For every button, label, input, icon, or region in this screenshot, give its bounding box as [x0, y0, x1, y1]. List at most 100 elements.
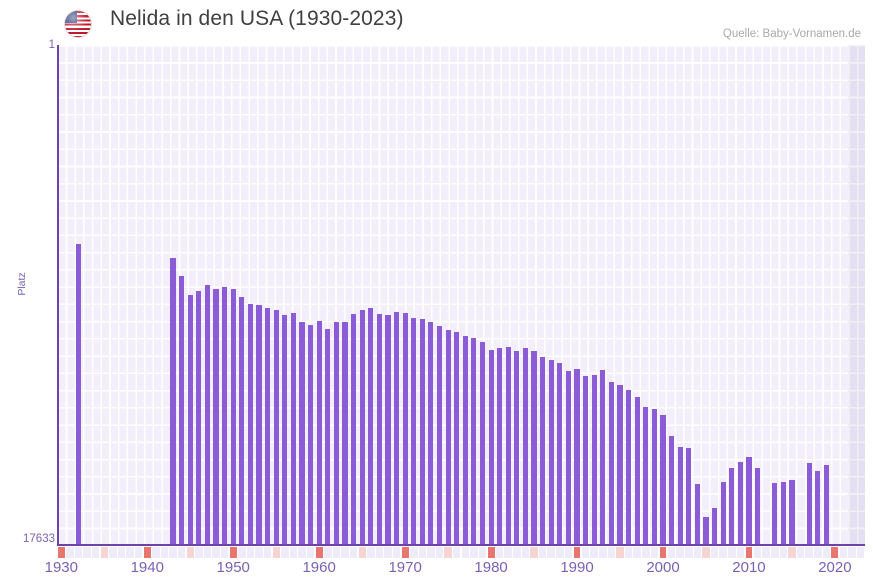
chart-bars [57, 45, 865, 545]
bar-1952[interactable] [247, 304, 253, 545]
bar-1974[interactable] [436, 325, 443, 545]
bar-1980[interactable] [488, 350, 494, 545]
bar-1995[interactable] [617, 384, 623, 545]
bar-2003[interactable] [686, 447, 692, 545]
bar-1999[interactable] [651, 409, 657, 545]
bar-1983[interactable] [514, 350, 520, 545]
bar-1990[interactable] [574, 369, 580, 545]
bar-1992[interactable] [591, 375, 597, 545]
bar-1944[interactable] [179, 276, 185, 545]
bar-2005[interactable] [703, 516, 709, 545]
bar-1963[interactable] [342, 322, 348, 545]
bar-1943[interactable] [170, 257, 176, 545]
bar-1953[interactable] [256, 305, 262, 545]
bar-1971[interactable] [411, 317, 417, 545]
bar-1962[interactable] [333, 322, 339, 545]
bar-1973[interactable] [428, 321, 434, 545]
bar-1957[interactable] [290, 312, 296, 545]
bar-1932[interactable] [75, 244, 82, 545]
x-tick-1954 [263, 547, 272, 558]
bar-2006[interactable] [711, 508, 718, 545]
x-tick-1969 [392, 547, 401, 558]
x-axis-label-2020: 2020 [818, 559, 852, 576]
bar-2001[interactable] [669, 436, 675, 545]
bar-1961[interactable] [325, 328, 331, 545]
bar-2007[interactable] [720, 481, 726, 545]
x-tick-1998 [642, 547, 650, 558]
bar-1997[interactable] [634, 397, 640, 545]
bar-2018[interactable] [815, 470, 821, 545]
bar-1987[interactable] [548, 359, 554, 545]
bar-1986[interactable] [540, 357, 546, 545]
bar-1956[interactable] [282, 314, 288, 545]
bar-1991[interactable] [583, 376, 589, 545]
bar-2010[interactable] [746, 457, 752, 545]
bar-2017[interactable] [806, 463, 812, 545]
bar-1972[interactable] [419, 319, 425, 545]
bar-1954[interactable] [265, 307, 271, 545]
x-tick-1970 [401, 547, 409, 558]
bar-1959[interactable] [307, 325, 314, 545]
bar-1969[interactable] [393, 311, 400, 545]
bar-1982[interactable] [505, 346, 511, 545]
bar-1965[interactable] [359, 309, 365, 545]
x-tick-1942 [160, 547, 169, 558]
bar-1981[interactable] [497, 348, 503, 545]
bar-2019[interactable] [823, 464, 829, 545]
x-tick-2003 [685, 547, 693, 558]
bar-2002[interactable] [677, 446, 683, 545]
bar-2014[interactable] [780, 481, 786, 545]
x-tick-2016 [796, 547, 805, 558]
x-tick-1995 [616, 547, 624, 558]
bar-1988[interactable] [557, 362, 563, 545]
bar-1947[interactable] [204, 285, 210, 545]
bar-1993[interactable] [600, 369, 606, 545]
bar-1977[interactable] [462, 335, 468, 545]
bar-2008[interactable] [729, 467, 735, 545]
bar-1967[interactable] [376, 314, 382, 545]
bar-1960[interactable] [316, 321, 322, 545]
x-tick-1959 [306, 547, 315, 558]
x-tick-1964 [349, 547, 358, 558]
bar-1958[interactable] [299, 322, 305, 545]
chart-header: Nelida in den USA (1930-2023) Quelle: Ba… [0, 0, 873, 44]
bar-1950[interactable] [230, 289, 236, 545]
x-tick-1943 [169, 547, 177, 558]
bar-1998[interactable] [643, 406, 649, 545]
bar-2009[interactable] [737, 462, 743, 545]
bar-2011[interactable] [754, 467, 761, 545]
x-tick-1955 [272, 547, 280, 558]
bar-1955[interactable] [273, 309, 279, 545]
x-tick-2013 [770, 547, 779, 558]
bar-1951[interactable] [239, 297, 245, 545]
bar-1994[interactable] [608, 381, 614, 545]
bar-1976[interactable] [454, 332, 460, 545]
x-tick-1953 [255, 547, 263, 558]
x-tick-1963 [341, 547, 349, 558]
bar-1975[interactable] [445, 330, 451, 545]
x-tick-1934 [91, 547, 100, 558]
bar-1949[interactable] [222, 286, 228, 545]
bar-2000[interactable] [660, 415, 666, 545]
bar-1985[interactable] [531, 350, 537, 545]
bar-1996[interactable] [626, 389, 632, 545]
bar-1978[interactable] [471, 337, 477, 545]
bar-1970[interactable] [402, 312, 408, 545]
bar-1964[interactable] [350, 313, 357, 545]
bar-1989[interactable] [565, 371, 572, 545]
x-tick-2008 [727, 547, 736, 558]
x-tick-2000 [659, 547, 667, 558]
bar-1966[interactable] [368, 307, 374, 545]
bar-1984[interactable] [522, 347, 529, 545]
bar-2015[interactable] [789, 480, 795, 545]
x-tick-1972 [418, 547, 427, 558]
x-tick-1938 [126, 547, 134, 558]
bar-1979[interactable] [479, 341, 486, 545]
x-tick-1983 [513, 547, 521, 558]
bar-2013[interactable] [772, 482, 778, 545]
bar-2004[interactable] [694, 483, 700, 545]
bar-1968[interactable] [385, 315, 391, 545]
bar-1948[interactable] [213, 289, 219, 545]
bar-1946[interactable] [196, 291, 202, 545]
bar-1945[interactable] [187, 295, 193, 545]
